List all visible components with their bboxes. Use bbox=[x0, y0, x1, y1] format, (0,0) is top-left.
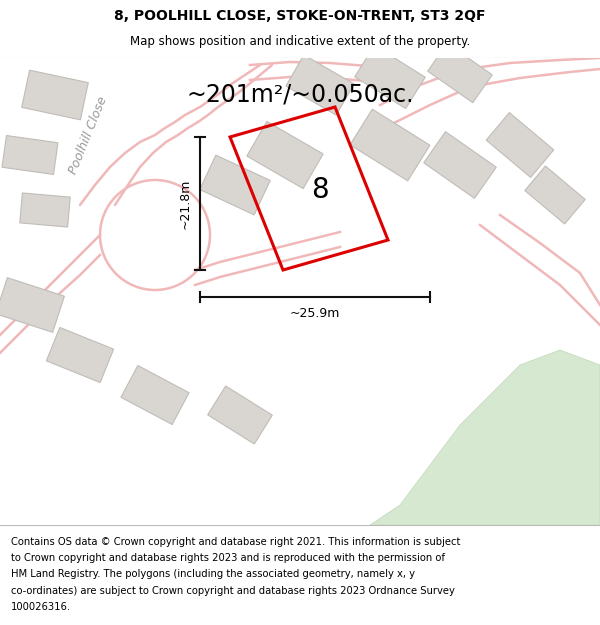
Polygon shape bbox=[0, 278, 64, 332]
Text: HM Land Registry. The polygons (including the associated geometry, namely x, y: HM Land Registry. The polygons (includin… bbox=[11, 569, 415, 579]
Polygon shape bbox=[424, 132, 496, 198]
Text: Map shows position and indicative extent of the property.: Map shows position and indicative extent… bbox=[130, 35, 470, 48]
Text: 100026316.: 100026316. bbox=[11, 602, 71, 612]
Text: Poolhill Close: Poolhill Close bbox=[67, 94, 110, 176]
Polygon shape bbox=[350, 109, 430, 181]
Polygon shape bbox=[370, 350, 600, 525]
Polygon shape bbox=[247, 121, 323, 189]
Text: Contains OS data © Crown copyright and database right 2021. This information is : Contains OS data © Crown copyright and d… bbox=[11, 537, 460, 547]
Text: ~25.9m: ~25.9m bbox=[290, 307, 340, 320]
Text: 8, POOLHILL CLOSE, STOKE-ON-TRENT, ST3 2QF: 8, POOLHILL CLOSE, STOKE-ON-TRENT, ST3 2… bbox=[114, 9, 486, 23]
Polygon shape bbox=[286, 55, 354, 115]
Polygon shape bbox=[525, 166, 585, 224]
Polygon shape bbox=[2, 136, 58, 174]
Text: ~21.8m: ~21.8m bbox=[179, 178, 192, 229]
Text: to Crown copyright and database rights 2023 and is reproduced with the permissio: to Crown copyright and database rights 2… bbox=[11, 553, 445, 563]
Text: 8: 8 bbox=[311, 176, 329, 204]
Polygon shape bbox=[428, 43, 492, 102]
Polygon shape bbox=[46, 328, 113, 382]
Polygon shape bbox=[208, 386, 272, 444]
Text: ~201m²/~0.050ac.: ~201m²/~0.050ac. bbox=[186, 83, 414, 107]
Polygon shape bbox=[486, 112, 554, 178]
Polygon shape bbox=[20, 193, 70, 227]
Text: co-ordinates) are subject to Crown copyright and database rights 2023 Ordnance S: co-ordinates) are subject to Crown copyr… bbox=[11, 586, 455, 596]
Polygon shape bbox=[355, 46, 425, 109]
Polygon shape bbox=[22, 70, 88, 120]
Polygon shape bbox=[121, 366, 189, 424]
Polygon shape bbox=[200, 155, 270, 215]
